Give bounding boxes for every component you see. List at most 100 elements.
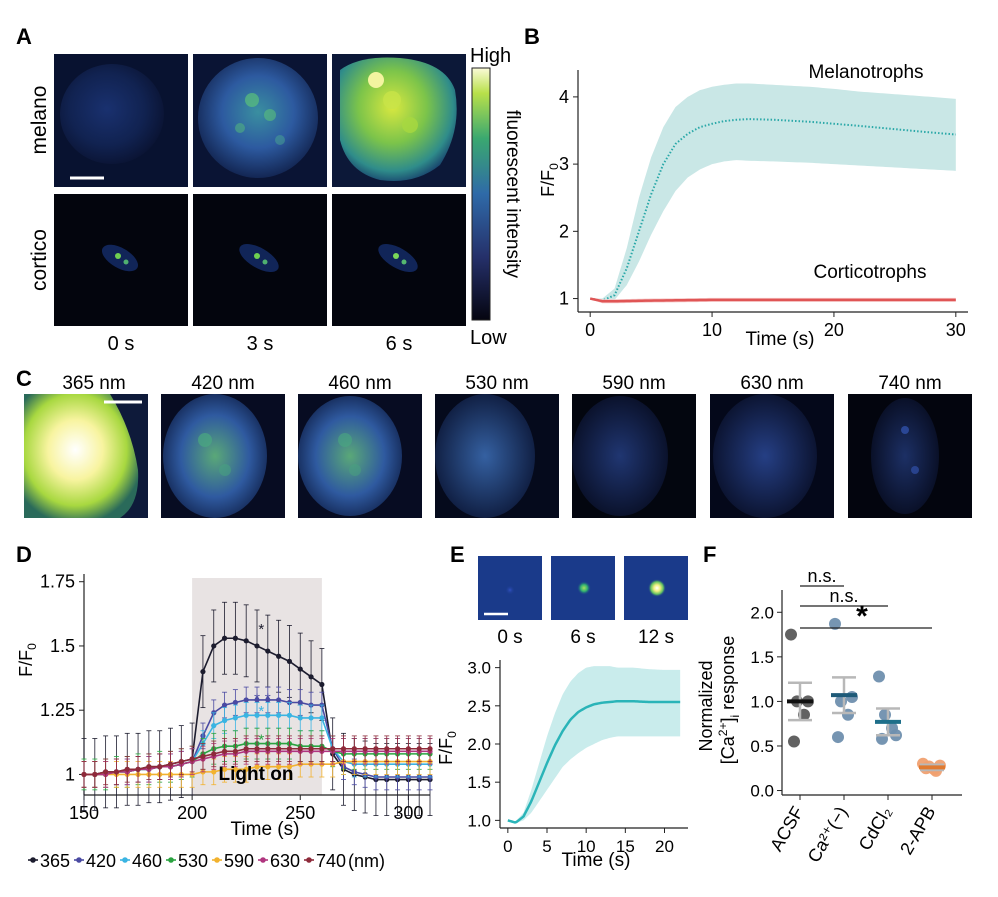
data-point: [200, 669, 206, 675]
data-point: [265, 697, 271, 703]
legend-label: 740: [316, 851, 346, 871]
data-point: [254, 764, 260, 770]
light-on-label: Light on: [219, 764, 294, 785]
significance-star: *: [258, 703, 264, 720]
y-tick-label: 2.0: [467, 735, 491, 754]
data-point: [200, 753, 206, 760]
legend-label: 420: [86, 851, 116, 871]
panel-a: A: [16, 24, 523, 355]
image-530nm: [435, 394, 559, 518]
data-point: [394, 746, 401, 752]
wavelength-label-590: 590 nm: [602, 373, 665, 394]
x-tick-label: CdCl₂: [855, 803, 896, 854]
data-point: [243, 766, 249, 772]
series-740: [81, 735, 433, 788]
data-point: [405, 746, 411, 752]
panel-label-a: A: [16, 24, 32, 49]
data-point: [221, 717, 228, 724]
y-tick-label: 4: [559, 87, 569, 107]
data-point: [254, 697, 260, 703]
data-point: [308, 746, 314, 752]
data-point: [221, 748, 228, 754]
chart-b: 0 10 20 30 1 2 3 4: [559, 70, 968, 340]
data-point: [92, 771, 98, 778]
data-point: [254, 643, 260, 649]
x-axis-label-d: Time (s): [231, 819, 300, 840]
e-image-6s: [551, 556, 615, 620]
data-point: [319, 681, 325, 688]
data-point: [384, 746, 390, 752]
data-point: [243, 746, 249, 752]
colorbar-low-label: Low: [470, 327, 507, 349]
legend-units: (nm): [348, 851, 385, 871]
legend-label: 590: [224, 851, 254, 871]
data-point: [297, 699, 303, 706]
y-tick-label: 3.0: [467, 659, 491, 678]
y-axis-label-f-line2: [Ca2+]i response: [716, 636, 742, 764]
e-time-label-12s: 12 s: [638, 627, 674, 648]
data-point: [211, 723, 217, 729]
data-point: [308, 715, 314, 721]
y-tick-label: 0.5: [750, 737, 774, 756]
x-tick-label: ACSF: [766, 803, 807, 855]
data-point: [124, 766, 130, 772]
significance-label: *: [856, 600, 868, 633]
x-tick-label: 20: [655, 837, 674, 856]
x-tick-label: 0: [503, 837, 512, 856]
error-band: [507, 666, 681, 824]
data-point: [373, 746, 379, 752]
x-tick-label: 0: [585, 320, 595, 340]
significance-star: *: [265, 690, 271, 707]
data-point: [243, 712, 249, 718]
image-740nm: [848, 394, 972, 518]
e-time-label-6s: 6 s: [570, 627, 595, 648]
time-label-3s: 3 s: [247, 333, 274, 355]
data-point: [785, 628, 797, 641]
legend-label: 630: [270, 851, 300, 871]
time-label-0s: 0 s: [108, 333, 135, 355]
data-point: [297, 746, 303, 752]
data-point: [873, 670, 885, 683]
data-point: [265, 746, 271, 752]
panel-label-b: B: [524, 24, 540, 49]
e-image-0s: [478, 556, 542, 620]
series-label-corticotrophs: Corticotrophs: [814, 262, 927, 283]
data-point: [330, 746, 336, 752]
y-tick-label: 1.0: [750, 692, 774, 711]
data-point: [254, 712, 260, 718]
x-tick-label: Ca²⁺(−): [804, 803, 852, 866]
image-590nm: [572, 394, 696, 518]
colorbar-high-label: High: [470, 45, 511, 67]
data-point: [276, 764, 282, 770]
legend-swatch-dot: [214, 857, 220, 863]
data-point: [157, 764, 163, 770]
y-axis-label-d: F/F0: [16, 643, 39, 677]
y-axis-label-e: F/F0: [436, 731, 459, 765]
image-365nm: [24, 394, 148, 518]
x-axis-label-e: Time (s): [562, 850, 631, 871]
data-point: [276, 746, 282, 752]
data-point: [232, 715, 238, 721]
y-tick-label: 2: [559, 221, 569, 241]
data-point: [297, 666, 303, 672]
data-point: [832, 731, 844, 744]
legend-label: 460: [132, 851, 162, 871]
wavelength-label-740: 740 nm: [878, 373, 941, 394]
legend-swatch-dot: [260, 857, 266, 863]
panel-c: C: [16, 366, 972, 518]
wavelength-label-630: 630 nm: [740, 373, 803, 394]
image-460nm: [298, 394, 422, 518]
image-420nm: [161, 394, 285, 518]
cortico-image-6s: [332, 194, 466, 326]
panel-b: B 0 10 20 30 1 2 3 4 Melanotrophs Corticotrophs…: [524, 24, 968, 350]
y-tick-label: 2.0: [750, 603, 774, 622]
x-tick-label: 30: [946, 320, 966, 340]
melano-image-0s: [54, 54, 188, 187]
wavelength-label-420: 420 nm: [191, 373, 254, 394]
wavelength-label-365: 365 nm: [62, 373, 125, 394]
x-tick-label: 15: [616, 837, 635, 856]
data-point: [265, 648, 271, 654]
data-point: [211, 769, 217, 775]
data-point: [319, 746, 325, 752]
